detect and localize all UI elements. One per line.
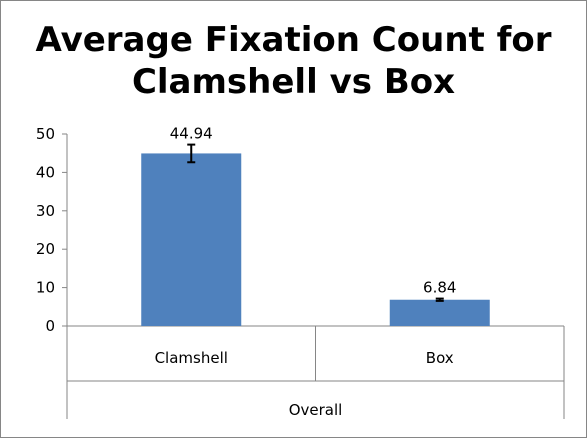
y-tick-label: 30 bbox=[36, 202, 55, 220]
chart-title: Average Fixation Count for Clamshell vs … bbox=[1, 19, 586, 103]
chart-title-line-1: Average Fixation Count for bbox=[35, 20, 552, 60]
bar-clamshell bbox=[141, 153, 242, 326]
y-tick-label: 10 bbox=[36, 279, 55, 297]
category-label: Clamshell bbox=[155, 349, 228, 367]
y-tick-label: 50 bbox=[36, 125, 55, 143]
group-label: Overall bbox=[289, 401, 343, 419]
bar-box bbox=[389, 299, 490, 326]
category-label: Box bbox=[426, 349, 454, 367]
y-tick-label: 20 bbox=[36, 240, 55, 258]
y-tick-label: 0 bbox=[45, 317, 55, 335]
y-tick-label: 40 bbox=[36, 163, 55, 181]
data-label: 6.84 bbox=[423, 279, 456, 297]
data-label: 44.94 bbox=[170, 125, 213, 143]
chart-title-line-2: Clamshell vs Box bbox=[131, 62, 456, 102]
